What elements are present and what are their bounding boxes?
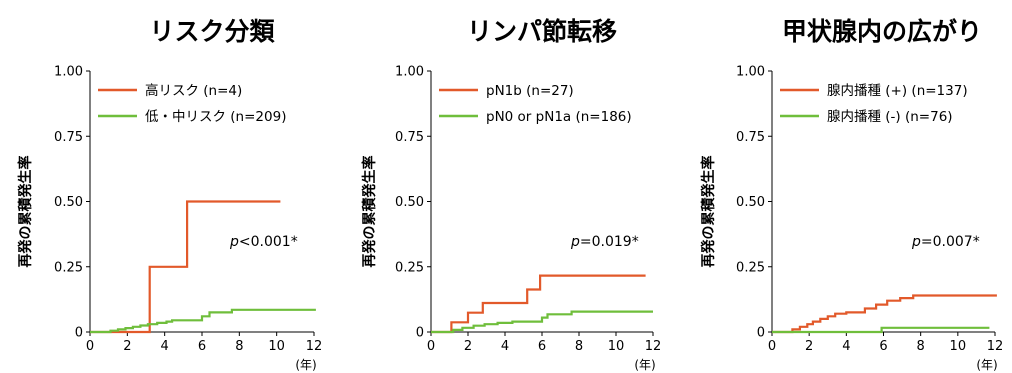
y-tick-label: 0.50 — [54, 195, 83, 210]
y-tick-label: 0 — [757, 326, 765, 341]
p-value-symbol: p — [229, 234, 239, 250]
y-tick-label: 0.75 — [736, 130, 765, 145]
x-tick-label: 2 — [123, 339, 131, 354]
legend-label-2: 腺内播種 (-) (n=76) — [827, 109, 953, 125]
y-tick-label: 0.75 — [395, 130, 424, 145]
series-line-1 — [431, 274, 646, 334]
x-tick-label: 10 — [950, 339, 967, 354]
chart-title: リンパ節転移 — [467, 17, 617, 46]
legend-label-2: pN0 or pN1a (n=186) — [486, 109, 632, 125]
y-tick-label: 0.75 — [54, 130, 83, 145]
x-tick-label: 12 — [987, 339, 1004, 354]
x-tick-label: 6 — [879, 339, 887, 354]
chart-title: リスク分類 — [149, 17, 275, 46]
x-axis-unit-label: (年) — [976, 358, 997, 372]
y-tick-label: 0.25 — [736, 260, 765, 275]
x-tick-label: 0 — [427, 339, 435, 354]
x-tick-label: 10 — [268, 339, 285, 354]
p-value-text: =0.007* — [921, 234, 980, 250]
x-tick-label: 4 — [501, 339, 509, 354]
x-tick-label: 2 — [464, 339, 472, 354]
x-tick-label: 8 — [235, 339, 243, 354]
chart-panel-2: リンパ節転移 0 0.25 0.50 0.75 1.00 0 2 4 6 8 10 12 (年) 再発の累積… — [361, 17, 661, 372]
x-tick-label: 12 — [645, 339, 662, 354]
chart-panel-3: 甲状腺内の広がり 0 0.25 0.50 0.75 1.00 0 2 4 6 8 10 12 (年) 再発の… — [700, 17, 1003, 372]
y-axis-label: 再発の累積発生率 — [361, 156, 378, 268]
x-tick-label: 12 — [306, 339, 323, 354]
legend-label-1: pN1b (n=27) — [486, 83, 574, 99]
p-value-annotation: p<0.001* — [229, 234, 298, 250]
series-line-2 — [431, 310, 653, 334]
x-tick-label: 4 — [842, 339, 850, 354]
y-axis-label: 再発の累積発生率 — [700, 156, 717, 268]
p-value-symbol: p — [911, 234, 921, 250]
series-line-2 — [90, 308, 316, 334]
p-value-text: <0.001* — [239, 234, 298, 250]
legend-label-1: 腺内播種 (+) (n=137) — [827, 83, 968, 99]
x-tick-label: 0 — [86, 339, 94, 354]
y-tick-label: 1.00 — [736, 65, 765, 80]
y-tick-label: 1.00 — [54, 65, 83, 80]
legend-label-2: 低・中リスク (n=209) — [145, 109, 286, 125]
y-axis-label: 再発の累積発生率 — [17, 156, 34, 268]
x-tick-label: 6 — [198, 339, 206, 354]
series-line-1 — [772, 294, 997, 334]
x-tick-label: 2 — [805, 339, 813, 354]
series-line-1 — [90, 200, 281, 334]
y-tick-label: 0 — [75, 326, 83, 341]
chart-panel-1: リスク分類 0 0.25 0.50 0.75 1.00 0 2 4 6 8 10 12 (年) 再発の累積発… — [17, 17, 322, 372]
legend-label-1: 高リスク (n=4) — [145, 82, 242, 99]
series-line-2 — [772, 326, 990, 334]
x-tick-label: 8 — [917, 339, 925, 354]
y-tick-label: 0 — [416, 326, 424, 341]
p-value-symbol: p — [570, 234, 580, 250]
y-tick-label: 0.50 — [736, 195, 765, 210]
x-tick-label: 10 — [608, 339, 625, 354]
y-tick-label: 0.25 — [54, 260, 83, 275]
p-value-annotation: p=0.007* — [911, 234, 980, 250]
x-tick-label: 0 — [768, 339, 776, 354]
x-tick-label: 6 — [538, 339, 546, 354]
y-tick-label: 1.00 — [395, 65, 424, 80]
p-value-annotation: p=0.019* — [570, 234, 639, 250]
p-value-text: =0.019* — [580, 234, 639, 250]
y-tick-label: 0.50 — [395, 195, 424, 210]
chart-title: 甲状腺内の広がり — [782, 17, 982, 46]
x-axis-unit-label: (年) — [634, 358, 655, 372]
x-tick-label: 4 — [161, 339, 169, 354]
x-tick-label: 8 — [575, 339, 583, 354]
y-tick-label: 0.25 — [395, 260, 424, 275]
x-axis-unit-label: (年) — [295, 358, 316, 372]
